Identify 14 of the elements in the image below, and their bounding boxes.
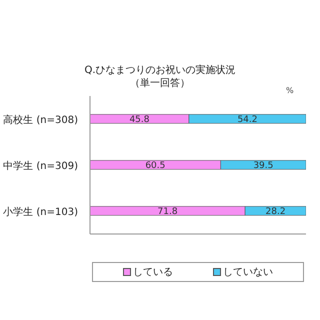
y-tick-label: 小学生 (n=103) [3,206,78,218]
y-tick-label: 高校生 (n=308) [3,114,78,126]
data-label: 45.8 [129,115,150,126]
data-label: 28.2 [266,207,286,218]
legend-label: している [132,266,173,279]
chart-title: Q.ひなまつりのお祝いの実施状況 [83,64,237,77]
legend-label: していない [222,266,273,279]
chart-subtitle: （単一回答） [130,78,190,89]
data-label: 54.2 [237,115,258,126]
data-label: 60.5 [145,161,166,172]
data-label: 71.8 [158,207,178,218]
data-label: 39.5 [253,161,274,172]
y-tick-label: 中学生 (n=309) [3,160,78,172]
text: % [286,86,294,95]
